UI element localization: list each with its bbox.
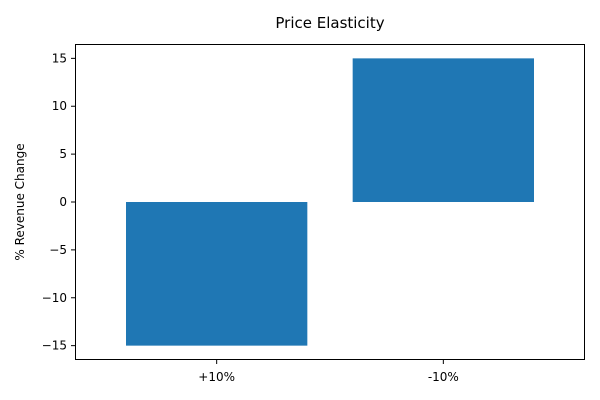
bars-layer xyxy=(126,58,534,346)
y-tick-label-4: 5 xyxy=(59,147,67,161)
ticks-layer: +10% -10% −15 −10 −5 0 5 10 15 xyxy=(42,51,459,384)
y-axis-label: % Revenue Change xyxy=(13,143,27,260)
plot-frame xyxy=(75,44,585,360)
y-tick-label-5: 10 xyxy=(52,99,67,113)
bar-1 xyxy=(352,58,534,203)
chart-title: Price Elasticity xyxy=(275,14,384,32)
y-tick-label-0: −15 xyxy=(42,339,67,353)
x-tick-label-0: +10% xyxy=(198,370,235,384)
y-tick-label-3: 0 xyxy=(59,195,67,209)
x-tick-label-1: -10% xyxy=(428,370,459,384)
y-tick-label-1: −10 xyxy=(42,291,67,305)
bar-0 xyxy=(126,202,308,346)
y-tick-label-2: −5 xyxy=(49,243,67,257)
y-tick-label-6: 15 xyxy=(52,51,67,65)
